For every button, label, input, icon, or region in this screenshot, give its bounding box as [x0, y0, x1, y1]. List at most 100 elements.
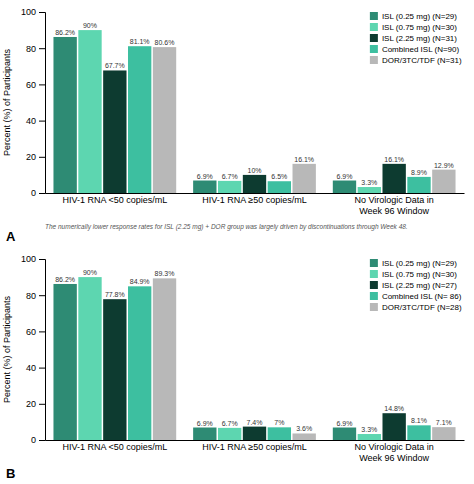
x-tick: No Virologic Data inWeek 96 Window: [354, 195, 433, 215]
x-tick: No Virologic Data inWeek 96 Window: [354, 442, 433, 462]
bar: [53, 37, 76, 193]
legend-item: ISL (2.25 mg) (N=31): [370, 34, 457, 43]
data-label: 8.1%: [411, 417, 427, 424]
legend-item: ISL (2.25 mg) (N=27): [370, 281, 457, 290]
y-tick-label: 40: [26, 363, 36, 373]
panel-label: A: [6, 229, 16, 244]
y-axis-line: [39, 260, 46, 441]
y-tick-mark: [39, 121, 45, 122]
data-label: 3.6%: [296, 425, 312, 432]
legend-item: Combined ISL (N=90): [370, 45, 460, 54]
bar: [293, 433, 316, 440]
data-label: 7%: [274, 419, 284, 426]
data-label: 86.2%: [55, 276, 75, 283]
legend-item: Combined ISL (N= 86): [370, 292, 462, 301]
legend-swatch: [370, 34, 378, 42]
y-tick-mark: [39, 295, 45, 296]
x-tick-label: No Virologic Data inWeek 96 Window: [354, 195, 433, 215]
x-axis: HIV-1 RNA <50 copies/mL HIV-1 RNA ≥50 cop…: [46, 441, 465, 463]
y-tick: 100: [21, 254, 45, 264]
bar: [218, 428, 241, 440]
x-tick-label: HIV-1 RNA ≥50 copies/mL: [202, 195, 306, 205]
y-tick-label: 0: [31, 188, 36, 198]
data-label: 6.5%: [271, 173, 287, 180]
y-tick-label: 100: [21, 7, 36, 17]
legend-item: DOR/3TC/TDF (N=31): [370, 56, 462, 65]
x-tick-label: HIV-1 RNA <50 copies/mL: [62, 442, 167, 452]
y-tick-label: 80: [26, 44, 36, 54]
y-axis: 020406080100: [21, 254, 46, 445]
legend-swatch: [370, 303, 378, 311]
y-tick-mark: [39, 368, 45, 369]
bar: [382, 413, 405, 440]
legend-swatch: [370, 281, 378, 289]
panel: 86.2%6.9%6.9%90%6.7%3.3%77.8%7.4%14.8%84…: [2, 254, 465, 481]
y-tick-label: 40: [26, 116, 36, 126]
data-label: 67.7%: [105, 62, 125, 69]
data-label: 6.7%: [222, 420, 238, 427]
x-tick-label: HIV-1 RNA ≥50 copies/mL: [202, 442, 306, 452]
y-tick: 100: [21, 7, 45, 17]
data-label: 12.9%: [434, 162, 454, 169]
y-tick: 40: [26, 116, 45, 126]
y-axis-line: [39, 13, 46, 194]
data-label: 89.3%: [155, 270, 175, 277]
bar: [103, 299, 126, 440]
x-tick-label: No Virologic Data inWeek 96 Window: [354, 442, 433, 462]
bar: [333, 181, 356, 193]
bar: [78, 30, 101, 193]
y-tick: 20: [26, 152, 45, 162]
legend: ISL (0.25 mg) (N=29)ISL (0.75 mg) (N=30)…: [370, 259, 462, 312]
data-label: 6.9%: [336, 173, 352, 180]
data-label: 7.1%: [436, 419, 452, 426]
legend-label: ISL (0.75 mg) (N=30): [382, 270, 457, 279]
x-axis-line: [46, 193, 465, 194]
bar: [78, 277, 101, 440]
legend-label: ISL (0.75 mg) (N=30): [382, 23, 457, 32]
bar: [268, 427, 291, 440]
legend-label: ISL (2.25 mg) (N=27): [382, 281, 457, 290]
data-label: 90%: [83, 22, 97, 29]
data-label: 6.9%: [336, 420, 352, 427]
y-tick-mark: [39, 259, 45, 260]
y-tick: 60: [26, 80, 45, 90]
legend-label: ISL (2.25 mg) (N=31): [382, 34, 457, 43]
y-axis: 0 20 40 60 80 100: [21, 7, 46, 198]
bar: [407, 425, 430, 440]
y-tick-mark: [39, 48, 45, 49]
legend-label: DOR/3TC/TDF (N=28): [382, 303, 462, 312]
y-axis-title: Percent (%) of Participants: [2, 295, 12, 403]
data-label: 7.4%: [247, 419, 263, 426]
bar: [268, 181, 291, 193]
data-label: 16.1%: [294, 156, 314, 163]
y-tick-mark: [39, 331, 45, 332]
bar: [243, 175, 266, 193]
bar: [432, 427, 455, 440]
bar: [358, 187, 381, 193]
legend-item: ISL (0.75 mg) (N=30): [370, 23, 457, 32]
legend: ISL (0.25 mg) (N=29)ISL (0.75 mg) (N=30)…: [370, 12, 462, 65]
data-label: 84.9%: [130, 278, 150, 285]
y-tick-mark: [39, 157, 45, 158]
bar: [432, 170, 455, 193]
y-axis-title: Percent (%) of Participants: [2, 48, 12, 156]
bar: [407, 177, 430, 193]
y-tick-mark: [39, 440, 45, 441]
data-label: 81.1%: [130, 38, 150, 45]
legend-swatch: [370, 259, 378, 267]
y-tick-mark: [39, 193, 45, 194]
data-label: 3.3%: [361, 179, 377, 186]
y-tick: 60: [26, 327, 45, 337]
legend-label: Combined ISL (N= 86): [382, 292, 462, 301]
y-tick: 80: [26, 44, 45, 54]
data-label: 3.3%: [361, 426, 377, 433]
x-tick: HIV-1 RNA ≥50 copies/mL: [202, 442, 306, 452]
y-tick: 80: [26, 291, 45, 301]
bar: [128, 46, 151, 193]
x-axis-line: [46, 440, 465, 441]
y-tick-label: 60: [26, 80, 36, 90]
legend-swatch: [370, 45, 378, 53]
bar: [128, 286, 151, 440]
legend-swatch: [370, 270, 378, 278]
bar: [153, 47, 176, 193]
